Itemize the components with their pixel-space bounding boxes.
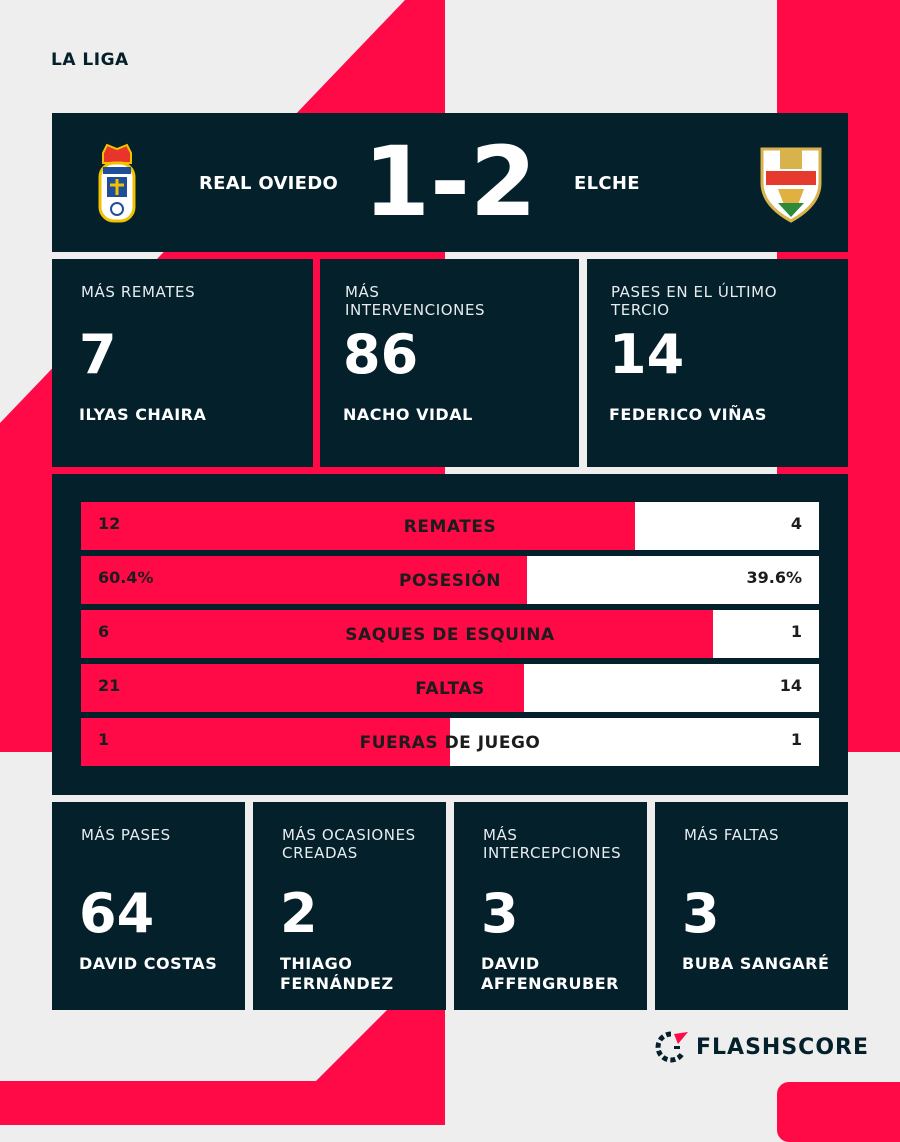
stat-value: 3 (481, 882, 519, 945)
home-share-fill (81, 556, 527, 604)
stat-bar: 1 FUERAS DE JUEGO 1 (81, 718, 819, 766)
stat-value: 3 (682, 882, 720, 945)
stat-value: 86 (343, 323, 419, 386)
stat-label: PASES EN EL ÚLTIMO TERCIO (611, 283, 778, 319)
elche-crest-icon (760, 147, 822, 223)
home-value: 1 (98, 730, 110, 749)
flashscore-logo: FLASHSCORE (654, 1030, 869, 1064)
home-value: 6 (98, 622, 110, 641)
stat-label: MÁS REMATES (81, 283, 196, 301)
stat-card-bottom: MÁS OCASIONES CREADAS 2 THIAGO FERNÁNDEZ (253, 802, 446, 1010)
away-value: 14 (779, 676, 802, 695)
away-value: 39.6% (746, 568, 802, 587)
flashscore-logo-icon (655, 1031, 688, 1063)
bg-shape (777, 1082, 900, 1142)
league-title: LA LIGA (51, 50, 129, 70)
stat-card-top: PASES EN EL ÚLTIMO TERCIO 14 FEDERICO VI… (587, 259, 848, 467)
stat-bar: 60.4% POSESIÓN 39.6% (81, 556, 819, 604)
stat-player: THIAGO FERNÁNDEZ (280, 954, 394, 993)
stat-card-bottom: MÁS PASES 64 DAVID COSTAS (52, 802, 245, 1010)
stat-label: MÁS FALTAS (684, 826, 780, 844)
stat-player: NACHO VIDAL (343, 405, 473, 424)
stat-bar: 21 FALTAS 14 (81, 664, 819, 712)
stat-name: POSESIÓN (398, 571, 501, 591)
stat-name: FALTAS (415, 679, 485, 699)
stat-value: 64 (79, 882, 155, 945)
stat-value: 14 (609, 323, 685, 386)
comparison-panel: 12 REMATES 4 60.4% POSESIÓN 39.6% 6 SAQU… (52, 474, 848, 795)
stat-player: FEDERICO VIÑAS (609, 405, 767, 424)
scoreboard: REAL OVIEDO 1-2 ELCHE (52, 113, 848, 252)
home-share-fill (81, 610, 714, 658)
brand-name: FLASHSCORE (696, 1034, 869, 1060)
home-share-fill (81, 718, 450, 766)
stat-label: MÁS INTERCEPCIONES (483, 826, 622, 862)
away-value: 1 (790, 730, 802, 749)
home-value: 60.4% (98, 568, 154, 587)
stat-name: FUERAS DE JUEGO (359, 733, 541, 753)
home-value: 12 (98, 514, 121, 533)
stat-name: SAQUES DE ESQUINA (345, 625, 555, 645)
home-share-fill (81, 664, 524, 712)
stat-player: DAVID COSTAS (79, 954, 218, 973)
stat-label: MÁS OCASIONES CREADAS (282, 826, 416, 862)
stat-bar: 12 REMATES 4 (81, 502, 819, 550)
stat-bar: 6 SAQUES DE ESQUINA 1 (81, 610, 819, 658)
stat-value: 2 (280, 882, 318, 945)
bg-shape (0, 1000, 445, 1125)
stat-name: REMATES (403, 517, 497, 537)
stat-player: ILYAS CHAIRA (79, 405, 207, 424)
away-value: 1 (790, 622, 802, 641)
home-team-name: REAL OVIEDO (199, 173, 339, 194)
stat-label: MÁS PASES (81, 826, 171, 844)
real-oviedo-crest-icon (98, 143, 136, 223)
stat-card-bottom: MÁS INTERCEPCIONES 3 DAVID AFFENGRUBER (454, 802, 647, 1010)
away-team-name: ELCHE (574, 173, 640, 194)
stat-card-bottom: MÁS FALTAS 3 BUBA SANGARÉ (655, 802, 848, 1010)
home-value: 21 (98, 676, 121, 695)
stat-value: 7 (79, 323, 117, 386)
stat-label: MÁS INTERVENCIONES (345, 283, 486, 319)
home-share-fill (81, 502, 635, 550)
stat-player: BUBA SANGARÉ (682, 954, 830, 973)
away-value: 4 (790, 514, 802, 533)
stat-player: DAVID AFFENGRUBER (481, 954, 619, 993)
stat-card-top: MÁS REMATES 7 ILYAS CHAIRA (52, 259, 313, 467)
stat-card-top: MÁS INTERVENCIONES 86 NACHO VIDAL (320, 259, 579, 467)
score: 1-2 (363, 126, 537, 238)
